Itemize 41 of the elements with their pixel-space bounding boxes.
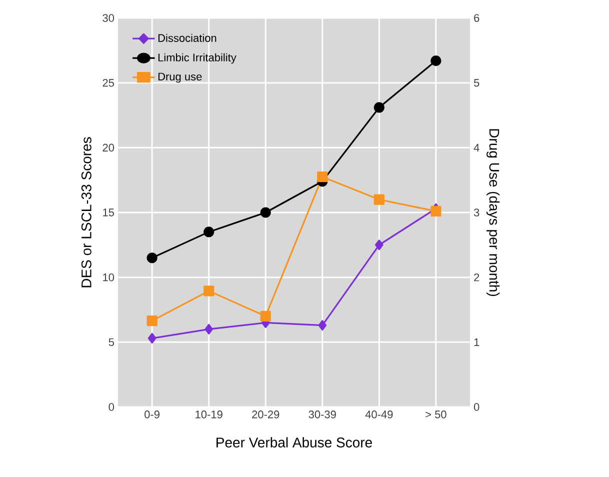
y2-axis-title: Drug Use (days per month) bbox=[486, 129, 500, 296]
x-tick-label: 40-49 bbox=[365, 410, 393, 418]
y-tick-label: 30 bbox=[102, 14, 114, 22]
point bbox=[146, 315, 158, 326]
y-tick-label: 10 bbox=[103, 273, 114, 282]
point bbox=[148, 332, 156, 344]
x-tick-label: 0-9 bbox=[144, 410, 160, 418]
y2-tick-label: 0 bbox=[474, 403, 480, 411]
point bbox=[204, 226, 214, 238]
point bbox=[204, 286, 214, 296]
y-tick-label: 5 bbox=[108, 338, 114, 346]
point bbox=[374, 102, 384, 113]
point bbox=[260, 207, 271, 218]
point bbox=[204, 324, 214, 334]
point bbox=[374, 194, 384, 205]
y2-tick-label: 2 bbox=[474, 274, 480, 282]
y-tick-label: 25 bbox=[102, 78, 114, 87]
y-tick-label: 0 bbox=[108, 403, 114, 411]
point bbox=[318, 320, 327, 331]
y-tick-label: 15 bbox=[103, 208, 114, 216]
legend-label: Dissociation bbox=[158, 34, 216, 42]
legend-label: Drug use bbox=[158, 72, 202, 83]
point bbox=[430, 55, 442, 66]
y2-tick-label: 6 bbox=[474, 14, 480, 22]
x-axis-title: Peer Verbal Abuse Score bbox=[216, 437, 372, 448]
point bbox=[260, 310, 271, 322]
y-tick-label: 20 bbox=[102, 144, 114, 152]
y2-tick-label: 5 bbox=[474, 79, 480, 87]
x-tick-label: > 50 bbox=[426, 410, 446, 418]
point bbox=[430, 206, 442, 217]
y-axis-title: DES or LSCL-33 Scores bbox=[81, 137, 92, 288]
point bbox=[374, 240, 384, 250]
x-tick-label: 30-39 bbox=[308, 410, 336, 418]
point bbox=[317, 172, 328, 182]
y2-tick-label: 1 bbox=[474, 338, 480, 346]
legend-label: Limbic Irritability bbox=[158, 53, 236, 64]
x-tick-label: 20-29 bbox=[252, 410, 280, 418]
point bbox=[146, 252, 158, 264]
x-tick-label: 10-19 bbox=[196, 410, 222, 418]
y2-tick-label: 3 bbox=[474, 208, 480, 216]
y2-tick-label: 4 bbox=[474, 144, 480, 152]
